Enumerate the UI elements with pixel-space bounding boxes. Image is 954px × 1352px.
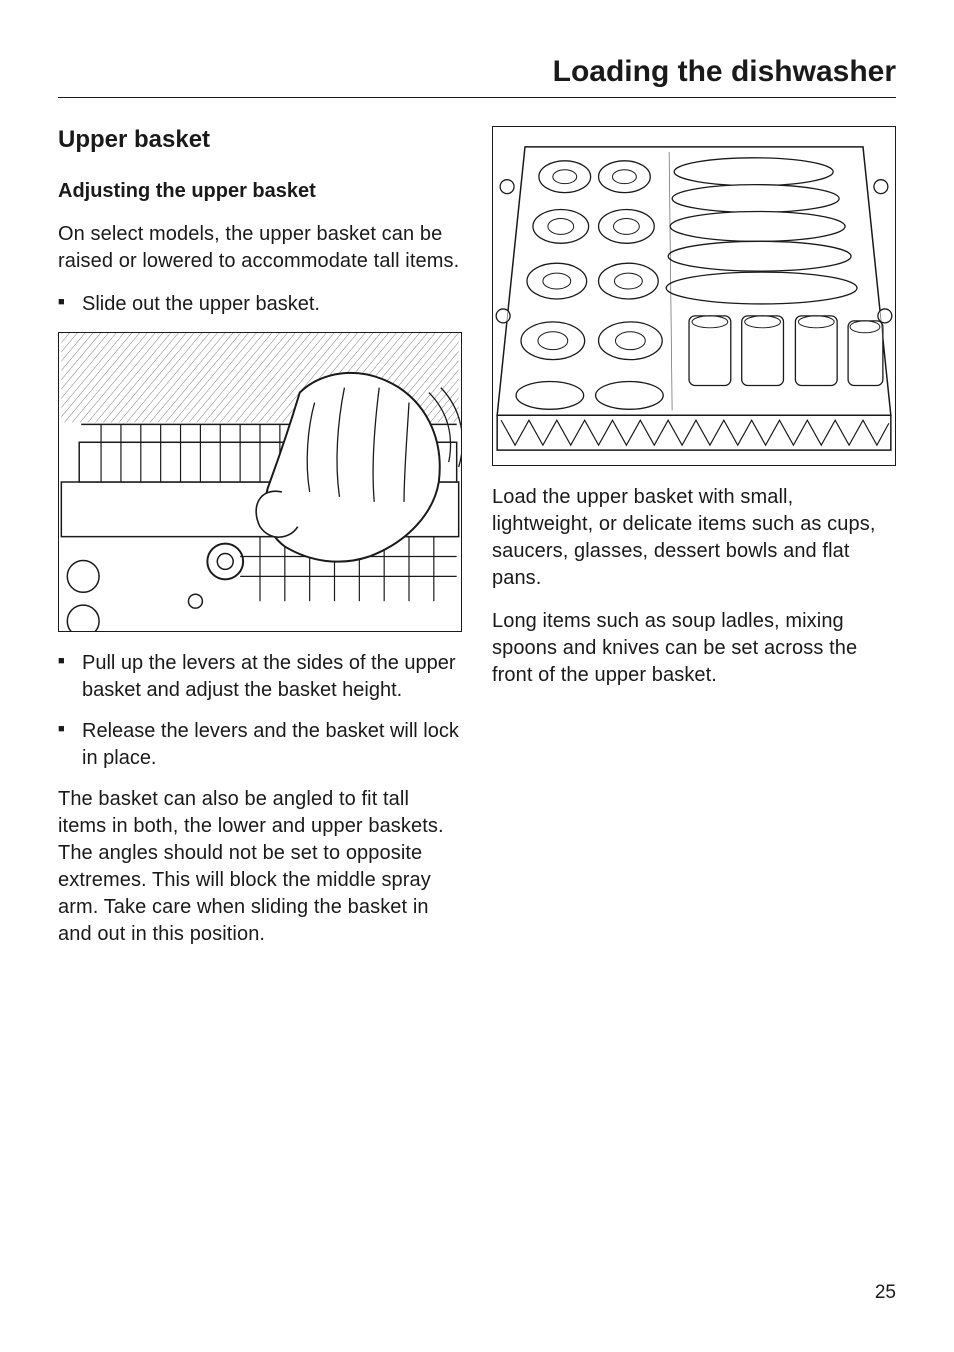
page-number: 25 [875, 1282, 896, 1304]
step-list-2: Pull up the levers at the sides of the u… [58, 650, 462, 772]
right-p1: Load the upper basket with small, lightw… [492, 484, 896, 592]
figure-loaded-basket [492, 126, 896, 466]
list-item: Release the levers and the basket will l… [58, 718, 462, 772]
note-paragraph: The basket can also be angled to fit tal… [58, 786, 462, 948]
list-item: Pull up the levers at the sides of the u… [58, 650, 462, 704]
list-item: Slide out the upper basket. [58, 291, 462, 318]
intro-paragraph: On select models, the upper basket can b… [58, 221, 462, 275]
right-p2: Long items such as soup ladles, mixing s… [492, 608, 896, 689]
left-column: Upper basket Adjusting the upper basket … [58, 126, 462, 964]
step-list-1: Slide out the upper basket. [58, 291, 462, 318]
two-column-layout: Upper basket Adjusting the upper basket … [58, 126, 896, 964]
figure-hand-lever [58, 332, 462, 632]
subsection-heading: Adjusting the upper basket [58, 180, 462, 203]
section-heading: Upper basket [58, 126, 462, 154]
page-title: Loading the dishwasher [58, 55, 896, 98]
right-column: Load the upper basket with small, lightw… [492, 126, 896, 964]
